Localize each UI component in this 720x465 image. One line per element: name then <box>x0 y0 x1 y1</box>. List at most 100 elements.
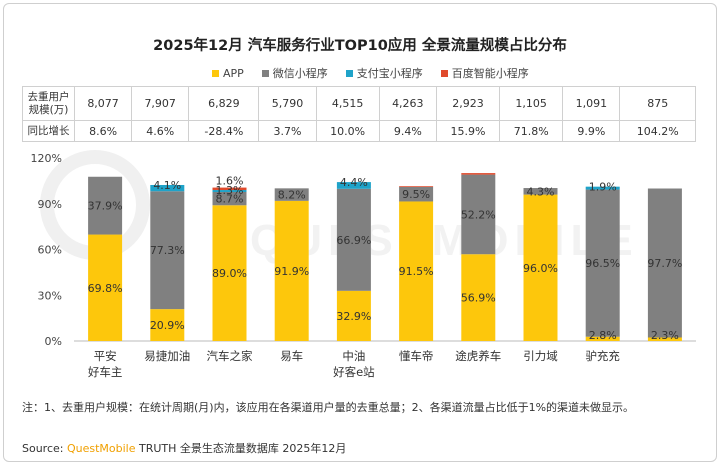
bar-segment <box>212 187 247 191</box>
x-tick-label: 易捷加油 <box>144 349 190 363</box>
legend-swatch-wechat <box>261 69 269 77</box>
source-rest: TRUTH 全景生态流量数据库 2025年12月 <box>135 442 347 455</box>
legend-item-wechat: 微信小程序 <box>261 65 328 81</box>
source-brand: QuestMobile <box>66 442 136 455</box>
source-line: Source: QuestMobile TRUTH 全景生态流量数据库 2025… <box>22 440 346 456</box>
x-tick-label: 引力域 <box>523 349 558 363</box>
data-label: 77.3% <box>150 244 185 257</box>
data-label: 52.2% <box>461 208 496 221</box>
data-label: 1.6% <box>216 175 244 188</box>
bar-segment <box>585 336 620 341</box>
data-label: 66.9% <box>336 234 371 247</box>
legend-swatch-alipay <box>345 69 353 77</box>
bar-segment <box>150 309 185 341</box>
bar-segment <box>274 200 309 341</box>
legend-item-app: APP <box>212 65 244 81</box>
legend-label: 支付宝小程序 <box>356 67 423 80</box>
data-label: 69.8% <box>88 282 123 295</box>
growth-cell: 3.7% <box>258 120 317 142</box>
growth-cell: -28.4% <box>188 120 260 142</box>
y-tick-label: 0% <box>45 335 62 348</box>
stats-table: 去重用户规模(万) 8,077 7,907 6,829 5,790 4,515 4,263… <box>22 86 696 142</box>
bar-segment <box>274 188 309 201</box>
bar-segment <box>523 188 558 195</box>
chart-title: 2025年12月 汽车服务行业TOP10应用 全景流量规模占比分布 <box>153 38 567 54</box>
x-tick-label: 易车 <box>280 349 303 363</box>
bar-segment <box>647 337 682 341</box>
data-label: 97.7% <box>647 257 682 270</box>
data-label: 96.5% <box>585 257 620 270</box>
data-label: 91.9% <box>274 265 309 278</box>
bar-segment <box>399 201 434 341</box>
data-label: 56.9% <box>461 292 496 305</box>
figure-frame <box>3 3 717 462</box>
x-tick-label: 汽车之家 <box>207 349 253 363</box>
users-cell: 1,105 <box>499 86 564 121</box>
data-label: 4.4% <box>340 176 368 189</box>
y-tick-label: 120% <box>31 152 62 165</box>
bar-segment <box>399 186 434 202</box>
data-label: 8.2% <box>278 189 306 202</box>
legend-label: 微信小程序 <box>272 67 328 80</box>
data-label: 32.9% <box>336 310 371 323</box>
bar-segment <box>461 174 496 255</box>
bar-segment <box>399 186 434 187</box>
legend: APP 微信小程序 支付宝小程序 百度智能小程序 <box>212 65 529 81</box>
bar-segment <box>212 192 247 206</box>
users-cell: 4,263 <box>378 86 437 121</box>
legend-label: APP <box>223 66 244 80</box>
growth-cell: 9.4% <box>378 120 437 142</box>
y-tick-label: 30% <box>38 289 62 302</box>
bar-segment <box>336 188 371 291</box>
bar-segment <box>150 191 185 310</box>
users-cell: 1,091 <box>562 86 621 121</box>
bar-segment <box>523 194 558 341</box>
x-tick-label: 好客e站 <box>333 365 375 379</box>
growth-cell: 71.8% <box>499 120 564 142</box>
data-label: 2.8% <box>589 329 617 342</box>
growth-cell: 4.6% <box>131 120 190 142</box>
data-label: 8.7% <box>216 193 244 206</box>
users-cell: 7,907 <box>131 86 190 121</box>
growth-cell: 10.0% <box>315 120 380 142</box>
users-row-header: 去重用户规模(万) <box>22 86 75 121</box>
users-cell: 6,829 <box>188 86 260 121</box>
x-tick-label: 驴充充 <box>585 349 620 363</box>
data-label: 91.5% <box>399 265 434 278</box>
data-label: 89.0% <box>212 267 247 280</box>
bar-segment <box>88 176 123 235</box>
data-label: 1.9% <box>589 181 617 194</box>
legend-item-baidu: 百度智能小程序 <box>440 65 529 81</box>
x-tick-label: 懂车帝 <box>399 349 434 363</box>
bar-segment <box>647 188 682 338</box>
growth-cell: 104.2% <box>619 120 696 142</box>
legend-label: 百度智能小程序 <box>451 67 529 80</box>
data-label: 4.3% <box>527 185 555 198</box>
source-prefix: Source: <box>22 442 67 455</box>
growth-cell: 15.9% <box>435 120 501 142</box>
data-label: 2.3% <box>651 329 679 342</box>
x-tick-label: 好车主 <box>88 365 123 379</box>
watermark-text: QUESTMOBILE <box>250 216 639 265</box>
growth-cell: 9.9% <box>562 120 621 142</box>
data-label: 9.5% <box>402 188 430 201</box>
x-tick-label: 平安 <box>94 349 117 363</box>
growth-row: 同比增长 8.6% 4.6% -28.4% 3.7% 10.0% 9.4% 15.9% 71.… <box>22 120 696 142</box>
bar-segment <box>336 182 371 189</box>
bar-segment <box>212 205 247 341</box>
footnote: 注：1、去重用户规模：在统计周期(月)内，该应用在各渠道用户量的去重总量；2、各… <box>22 401 635 414</box>
data-label: 37.9% <box>88 200 123 213</box>
y-tick-label: 90% <box>38 198 62 211</box>
bar-segment <box>150 184 185 192</box>
data-label: 4.1% <box>153 179 181 192</box>
data-label: 1.3% <box>216 184 244 197</box>
data-label: 20.9% <box>150 319 185 332</box>
y-tick-label: 60% <box>38 244 62 257</box>
data-label: 96.0% <box>523 262 558 275</box>
users-cell: 5,790 <box>258 86 317 121</box>
users-cell: 875 <box>619 86 696 121</box>
bar-segment <box>88 234 123 341</box>
bar-segment <box>212 190 247 193</box>
